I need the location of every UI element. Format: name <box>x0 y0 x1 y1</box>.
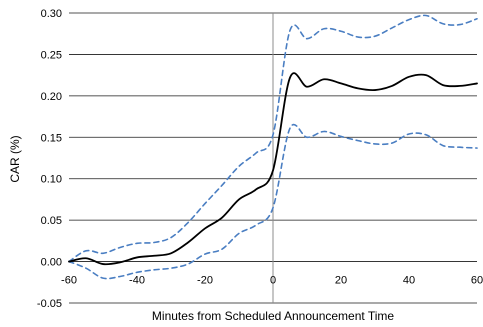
y-tick-label: 0.00 <box>41 257 62 269</box>
y-tick-label: 0.10 <box>41 174 62 186</box>
x-tick-label: -60 <box>61 275 77 287</box>
y-tick-labels: -0.05 0.00 0.05 0.10 0.15 0.20 0.25 0.30 <box>37 8 62 310</box>
x-tick-label: 0 <box>270 275 276 287</box>
lower-band-line <box>68 123 478 280</box>
x-tick-label: -20 <box>197 275 213 287</box>
y-tick-label: 0.20 <box>41 91 62 103</box>
y-tick-label: 0.25 <box>41 49 62 61</box>
y-axis-title: CAR (%) <box>8 135 22 182</box>
x-axis-title: Minutes from Scheduled Announcement Time <box>152 309 394 323</box>
x-tick-label: 20 <box>335 275 347 287</box>
x-tick-label: -40 <box>129 275 145 287</box>
series-lines <box>68 14 478 280</box>
x-tick-label: 40 <box>403 275 415 287</box>
y-tick-label: -0.05 <box>37 298 62 310</box>
y-tick-label: 0.30 <box>41 8 62 20</box>
upper-band-line <box>68 14 478 263</box>
x-tick-label: 60 <box>471 275 483 287</box>
y-tick-label: 0.15 <box>41 132 62 144</box>
x-tick-labels: -60 -40 -20 0 20 40 60 <box>61 275 483 287</box>
car-line <box>68 72 478 266</box>
y-tick-label: 0.05 <box>41 215 62 227</box>
